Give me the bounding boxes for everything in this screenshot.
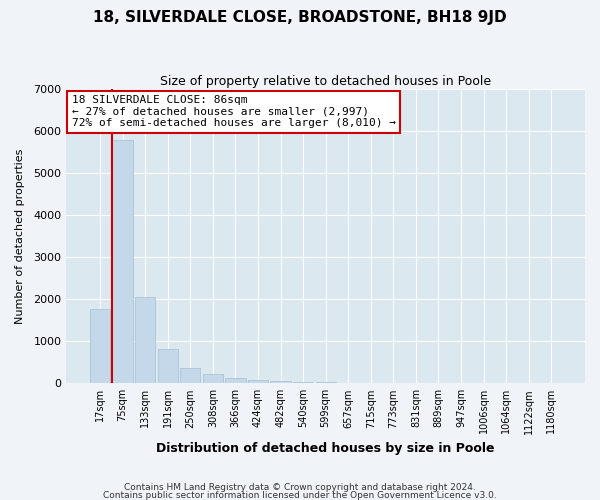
Bar xyxy=(135,296,155,384)
Bar xyxy=(112,140,133,384)
Bar xyxy=(225,378,245,384)
Bar xyxy=(293,382,313,384)
Bar xyxy=(180,368,200,384)
Bar xyxy=(158,349,178,384)
Bar xyxy=(203,374,223,384)
Bar xyxy=(90,308,110,384)
Text: Contains public sector information licensed under the Open Government Licence v3: Contains public sector information licen… xyxy=(103,491,497,500)
Title: Size of property relative to detached houses in Poole: Size of property relative to detached ho… xyxy=(160,75,491,88)
X-axis label: Distribution of detached houses by size in Poole: Distribution of detached houses by size … xyxy=(157,442,495,455)
Y-axis label: Number of detached properties: Number of detached properties xyxy=(15,148,25,324)
Bar xyxy=(248,380,268,384)
Bar xyxy=(271,381,290,384)
Text: Contains HM Land Registry data © Crown copyright and database right 2024.: Contains HM Land Registry data © Crown c… xyxy=(124,484,476,492)
Bar xyxy=(316,382,336,384)
Text: 18, SILVERDALE CLOSE, BROADSTONE, BH18 9JD: 18, SILVERDALE CLOSE, BROADSTONE, BH18 9… xyxy=(93,10,507,25)
Text: 18 SILVERDALE CLOSE: 86sqm
← 27% of detached houses are smaller (2,997)
72% of s: 18 SILVERDALE CLOSE: 86sqm ← 27% of deta… xyxy=(71,95,395,128)
